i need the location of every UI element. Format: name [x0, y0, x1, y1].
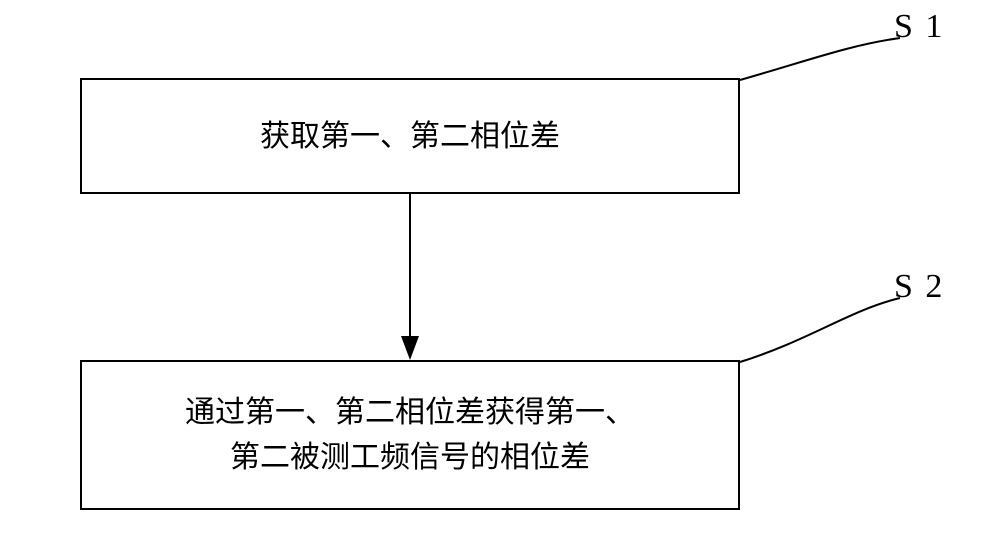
step-text-1: 获取第一、第二相位差: [260, 114, 560, 159]
arrow-head-icon: [401, 336, 419, 360]
leader-s1: [740, 38, 900, 80]
step-label-s1-text: S 1: [894, 8, 944, 45]
flowchart-canvas: 获取第一、第二相位差 通过第一、第二相位差获得第一、 第二被测工频信号的相位差 …: [0, 0, 1000, 544]
step-label-s1: S 1: [894, 8, 944, 46]
leader-s2: [740, 298, 900, 362]
step-box-1: 获取第一、第二相位差: [80, 78, 740, 194]
step-text-2: 通过第一、第二相位差获得第一、 第二被测工频信号的相位差: [185, 390, 635, 480]
step-label-s2: S 2: [894, 268, 944, 306]
step-label-s2-text: S 2: [894, 268, 944, 305]
step-box-2: 通过第一、第二相位差获得第一、 第二被测工频信号的相位差: [80, 360, 740, 510]
